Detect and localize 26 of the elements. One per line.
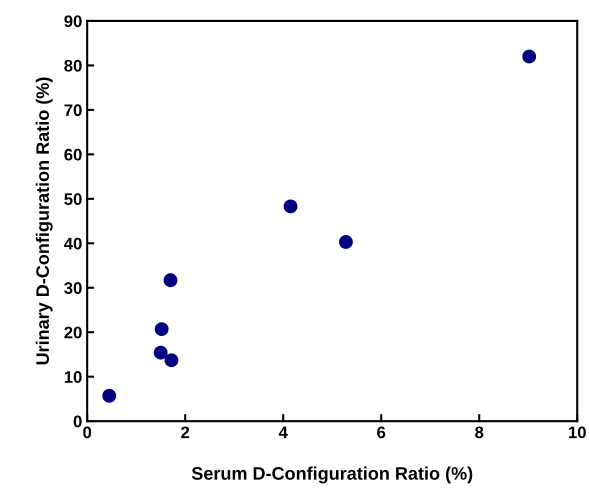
y-tick-label: 90 xyxy=(64,15,82,28)
x-tick-label: 6 xyxy=(377,426,386,438)
x-tick-label: 2 xyxy=(181,426,190,438)
point xyxy=(164,273,178,288)
y-tick-label: 60 xyxy=(64,148,82,161)
y-tick-label: 10 xyxy=(64,371,82,383)
y-tick-label: 20 xyxy=(64,326,82,338)
point xyxy=(284,199,298,214)
y-tick-label: 80 xyxy=(64,60,82,72)
y-tick-label: 70 xyxy=(64,104,82,116)
point xyxy=(154,346,168,360)
point xyxy=(522,50,536,64)
y-tick-label: 50 xyxy=(64,193,82,206)
y-tick-label: 40 xyxy=(64,238,82,250)
point xyxy=(164,353,178,368)
point xyxy=(154,322,169,336)
point xyxy=(102,388,116,403)
y-axis-title: Urinary D-Configuration Ratio (%) xyxy=(36,78,53,364)
y-tick-label: 0 xyxy=(74,416,82,428)
x-tick-label: 0 xyxy=(83,426,92,438)
y-tick-label: 30 xyxy=(64,282,82,294)
x-tick-label: 10 xyxy=(569,426,586,438)
x-axis-title: Serum D-Configuration Ratio (%) xyxy=(192,466,472,484)
point xyxy=(339,235,353,249)
x-tick-label: 8 xyxy=(475,426,484,438)
x-tick-label: 4 xyxy=(278,426,288,438)
